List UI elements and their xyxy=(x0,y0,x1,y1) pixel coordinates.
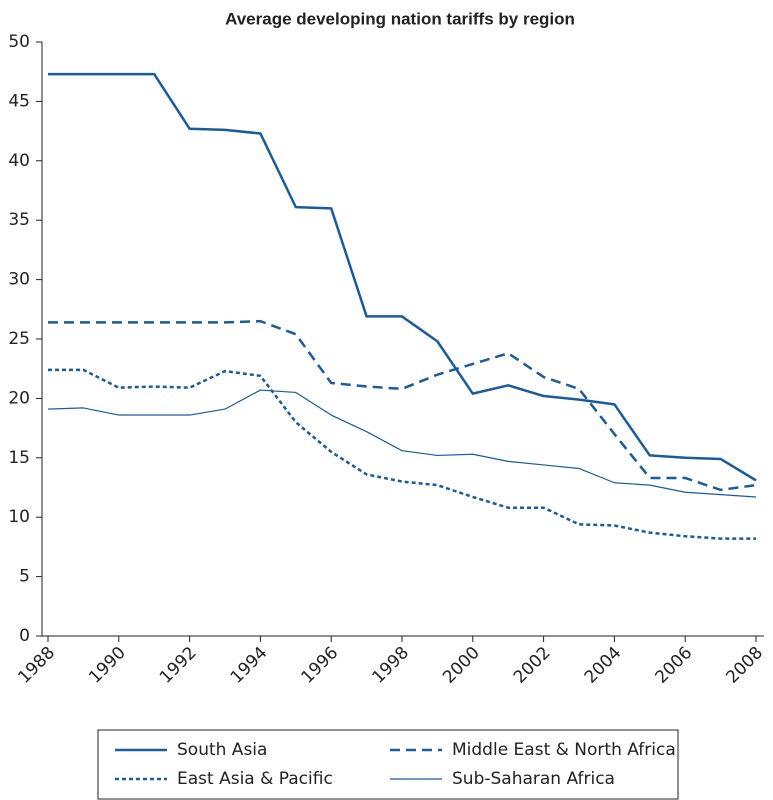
legend-label: East Asia & Pacific xyxy=(177,769,333,789)
legend-label: South Asia xyxy=(177,740,267,760)
x-tick-label: 2006 xyxy=(652,643,697,688)
series-line xyxy=(48,72,757,482)
x-tick-label: 1998 xyxy=(368,643,413,688)
legend-label: Middle East & North Africa xyxy=(452,740,676,760)
y-tick-label: 50 xyxy=(8,32,30,52)
y-tick-label: 30 xyxy=(8,270,30,290)
x-tick-label: 2008 xyxy=(722,643,767,688)
y-tick-label: 15 xyxy=(8,448,30,468)
legend-box xyxy=(97,729,679,800)
x-tick-label: 2000 xyxy=(439,643,484,688)
x-tick-label: 1992 xyxy=(156,643,201,688)
x-tick-label: 1990 xyxy=(85,643,130,688)
chart-title: Average developing nation tariffs by reg… xyxy=(225,9,575,28)
y-tick-label: 40 xyxy=(8,151,30,171)
legend-label: Sub-Saharan Africa xyxy=(452,769,615,789)
y-tick-label: 45 xyxy=(8,91,30,111)
y-tick-label: 0 xyxy=(19,626,30,646)
x-tick-label: 1996 xyxy=(298,643,343,688)
y-tick-label: 5 xyxy=(19,567,30,587)
y-tick-label: 25 xyxy=(8,329,30,349)
x-tick-label: 2004 xyxy=(581,643,626,688)
y-tick-label: 10 xyxy=(8,507,30,527)
series-line xyxy=(47,389,757,498)
series-line xyxy=(48,368,756,540)
x-tick-label: 1994 xyxy=(227,643,272,688)
y-tick-label: 20 xyxy=(8,388,30,408)
series-line xyxy=(48,319,757,492)
y-tick-label: 35 xyxy=(8,210,30,230)
x-tick-label: 2002 xyxy=(510,643,555,688)
x-tick-label: 1988 xyxy=(14,643,59,688)
